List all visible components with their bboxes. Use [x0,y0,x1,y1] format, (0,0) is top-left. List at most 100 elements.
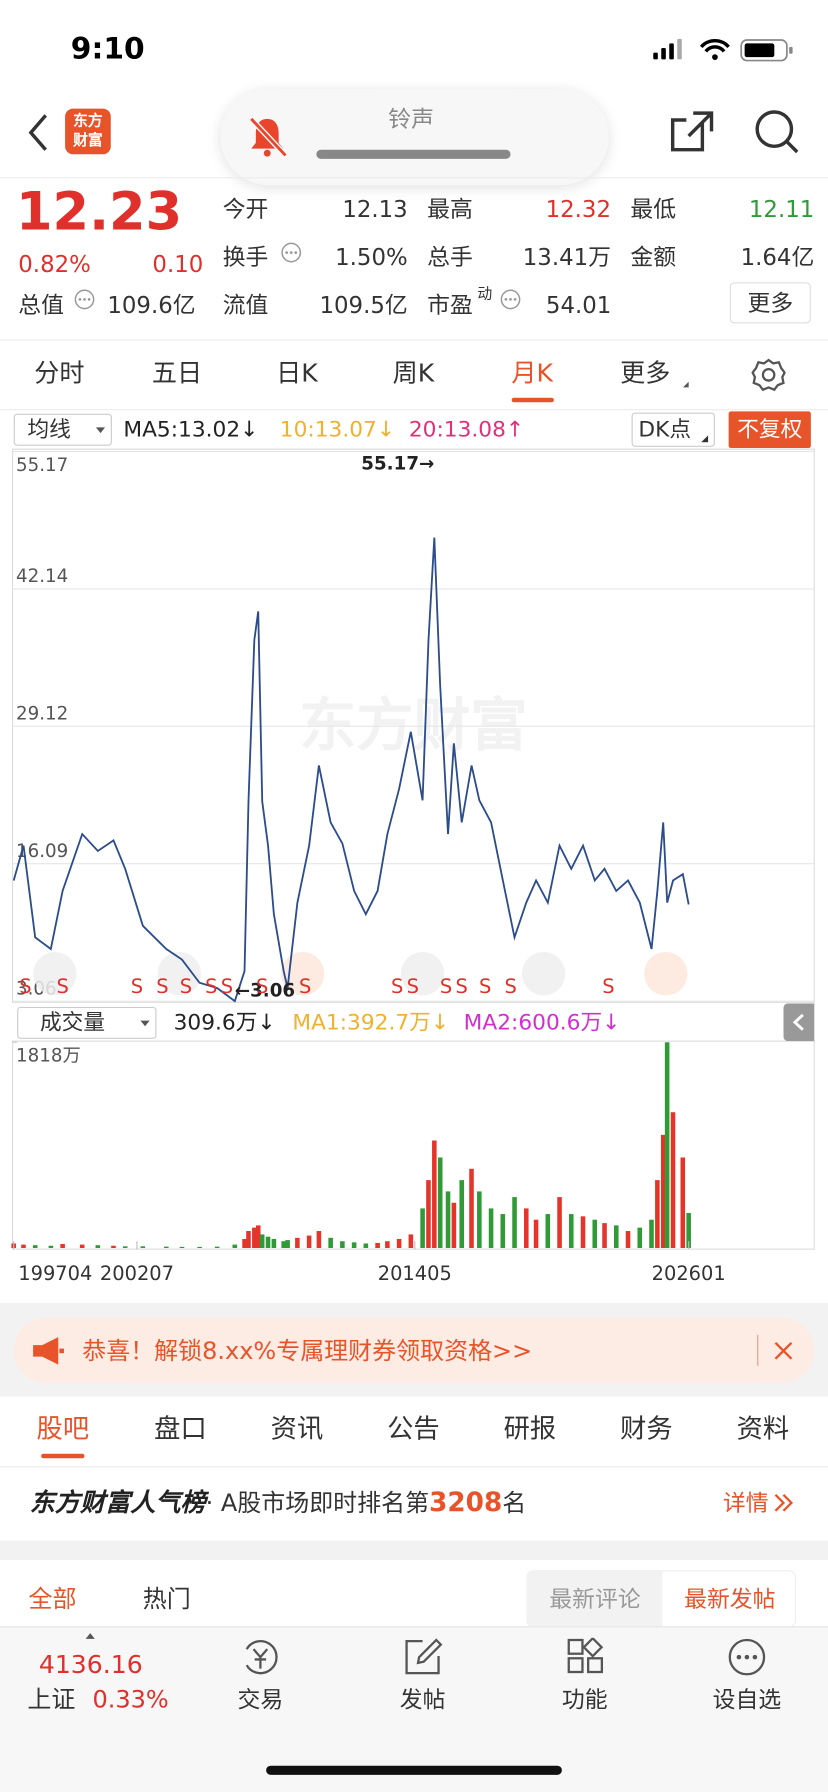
volume-bar [197,1246,202,1249]
extreme-label: 55.17→ [361,454,434,475]
tab[interactable]: 公告 [387,1414,440,1445]
tab[interactable]: 盘口 [154,1414,207,1445]
ranking-text: · A股市场即时排名第 [205,1489,430,1517]
divider [0,409,828,411]
signal-mark: S [180,975,192,998]
signal-mark: S [504,975,516,998]
volume-bar [351,1242,357,1249]
volume-bar [592,1219,598,1249]
volume-bar [477,1191,482,1249]
tab-underline [511,397,554,403]
signal-mark: S [391,975,403,998]
stat-value: 109.5亿 [319,291,408,319]
tab[interactable]: 分时 [34,360,85,389]
y-tick-label: 29.12 [16,703,68,724]
more-button[interactable]: 更多 [729,282,811,324]
chevrons [774,1494,794,1512]
megaphone-icon [33,1337,64,1365]
stat-label: 总手 [427,243,473,271]
stat-label: 市盈 [427,291,473,319]
tab[interactable]: 更多 [620,360,671,389]
promo-close[interactable] [772,1339,795,1362]
divider [0,1466,828,1468]
back-button[interactable] [25,112,52,153]
tab[interactable]: 研报 [503,1414,557,1445]
info-icon[interactable] [499,288,522,311]
logo[interactable]: 东方 财富 [65,108,111,155]
stat-sup: 动 [477,285,493,303]
y-tick-label: 42.14 [16,566,68,587]
volume-bar [557,1197,562,1249]
dropdown-mark [140,1020,150,1027]
volume-bar [649,1219,654,1249]
notice-text: 铃声 [388,105,434,133]
tab[interactable]: 股吧 [36,1414,90,1445]
stat-label: 最低 [630,195,677,223]
stat-label: 换手 [222,243,269,271]
tab[interactable]: 周K [392,360,435,389]
divider [0,339,828,341]
time: 9:10 [70,32,145,67]
bottom-item-label[interactable]: 设自选 [712,1685,782,1714]
y-tick-label: 1818万 [16,1046,81,1067]
sort-option[interactable]: 最新发帖 [662,1571,795,1627]
feed-tab[interactable]: 热门 [142,1585,191,1613]
volume-bar [316,1231,322,1249]
volume-bar [32,1245,38,1249]
bottom-bar [0,1626,828,1792]
logo-line: 东方 [73,113,103,131]
stat-value: 109.6亿 [107,291,196,319]
volume-bar [545,1214,551,1249]
tab[interactable]: 月K [511,360,554,389]
feed-tab[interactable]: 全部 [28,1585,77,1613]
volume-bar [60,1244,65,1249]
ma-selector[interactable] [13,413,112,446]
post-icon [405,1638,443,1675]
stat-value: 13.41万 [522,243,612,271]
stat-value: 54.01 [545,291,612,319]
index-value: 4136.16 [38,1651,143,1681]
index-change: 0.33% [92,1685,169,1714]
promo-banner[interactable] [13,1317,815,1383]
info-icon[interactable] [280,241,303,264]
tab[interactable]: 日K [276,360,318,389]
sort-switch: 最新评论 最新发帖 [526,1570,797,1628]
volume-bar [259,1234,265,1249]
volume-bar [306,1235,312,1249]
expand-mark [85,1633,95,1639]
dropdown-mark [95,427,106,434]
dk-button[interactable]: DK点 [631,412,715,447]
collapse-tab[interactable] [783,1003,815,1042]
volume-bar [445,1191,451,1249]
ranking-link[interactable]: 详情 [722,1489,769,1517]
volume-bar [79,1244,85,1249]
tab[interactable]: 财务 [620,1414,673,1445]
stat-label: 流值 [222,291,269,319]
bottom-item-label[interactable]: 功能 [561,1685,608,1714]
tab[interactable]: 资讯 [270,1414,324,1445]
logo-line: 财富 [73,132,103,150]
signal-mark: S [19,975,31,998]
watchlist-icon [728,1638,766,1676]
bottom-item-label[interactable]: 交易 [237,1685,284,1714]
volume-bar [281,1241,286,1249]
tab[interactable]: 资料 [736,1414,790,1445]
bottom-item-label[interactable]: 发帖 [399,1685,446,1714]
volume-bar [48,1245,54,1249]
share-button[interactable] [668,109,716,155]
trade-icon [245,1640,278,1675]
dropdown-mark [701,435,709,443]
tab[interactable]: 五日 [151,360,203,389]
volume-bar [164,1246,169,1249]
signal-mark: S [131,975,143,998]
nav-button [280,952,325,996]
volume-selector[interactable] [17,1006,157,1039]
volume-bar [271,1238,277,1249]
info-icon[interactable] [73,288,96,311]
volume-bar [396,1238,402,1249]
sort-option[interactable]: 最新评论 [527,1571,663,1627]
search-button[interactable] [753,109,801,155]
x-tick-label: 199704 [18,1262,92,1285]
adjust-button[interactable]: 不复权 [728,411,811,449]
settings-button[interactable] [751,358,786,392]
